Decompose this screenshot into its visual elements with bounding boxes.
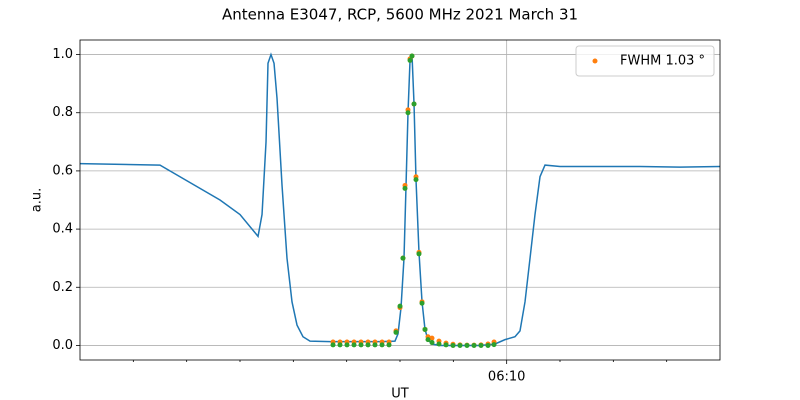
legend-box [575,45,715,77]
data-point [491,342,497,348]
data-point [485,342,491,348]
y-tick-label: 0.8 [52,105,73,120]
plot-area [79,52,721,348]
data-point [358,342,364,348]
data-point [400,255,406,261]
data-point [386,342,392,348]
data-point [436,341,442,347]
y-axis-label: a.u. [30,188,45,212]
data-point [425,337,431,343]
data-point [443,342,449,348]
data-point [457,342,463,348]
data-point [429,335,435,341]
x-tick-label: 06:10 [488,370,525,385]
data-point [405,110,411,116]
data-point [419,300,425,306]
data-point [429,340,435,346]
y-tick-label: 0.0 [52,338,73,353]
data-point [393,329,399,335]
data-point [411,101,417,107]
data-point [351,342,357,348]
data-point [330,342,336,348]
data-point [450,342,456,348]
legend-label: FWHM 1.03 ° [620,54,705,69]
data-point [409,53,415,59]
y-tick-label: 1.0 [52,47,73,62]
data-point [416,251,422,257]
y-tick-label: 0.4 [52,222,73,237]
chart-title: Antenna E3047, RCP, 5600 MHz 2021 March … [222,6,578,24]
data-point [471,342,477,348]
y-tick-label: 0.6 [52,163,73,178]
data-line [79,52,721,347]
legend-marker [592,58,598,64]
data-point [365,342,371,348]
y-tick-label: 0.2 [52,280,73,295]
data-point [372,342,378,348]
data-point [478,342,484,348]
data-point [402,185,408,191]
data-point [422,326,428,332]
data-point [413,177,419,183]
data-point [344,342,350,348]
data-point [407,57,413,63]
axes-frame [79,39,721,361]
x-axis-label: UT [391,387,409,400]
data-point [337,342,343,348]
data-point [379,342,385,348]
data-point [397,303,403,309]
data-point [464,342,470,348]
